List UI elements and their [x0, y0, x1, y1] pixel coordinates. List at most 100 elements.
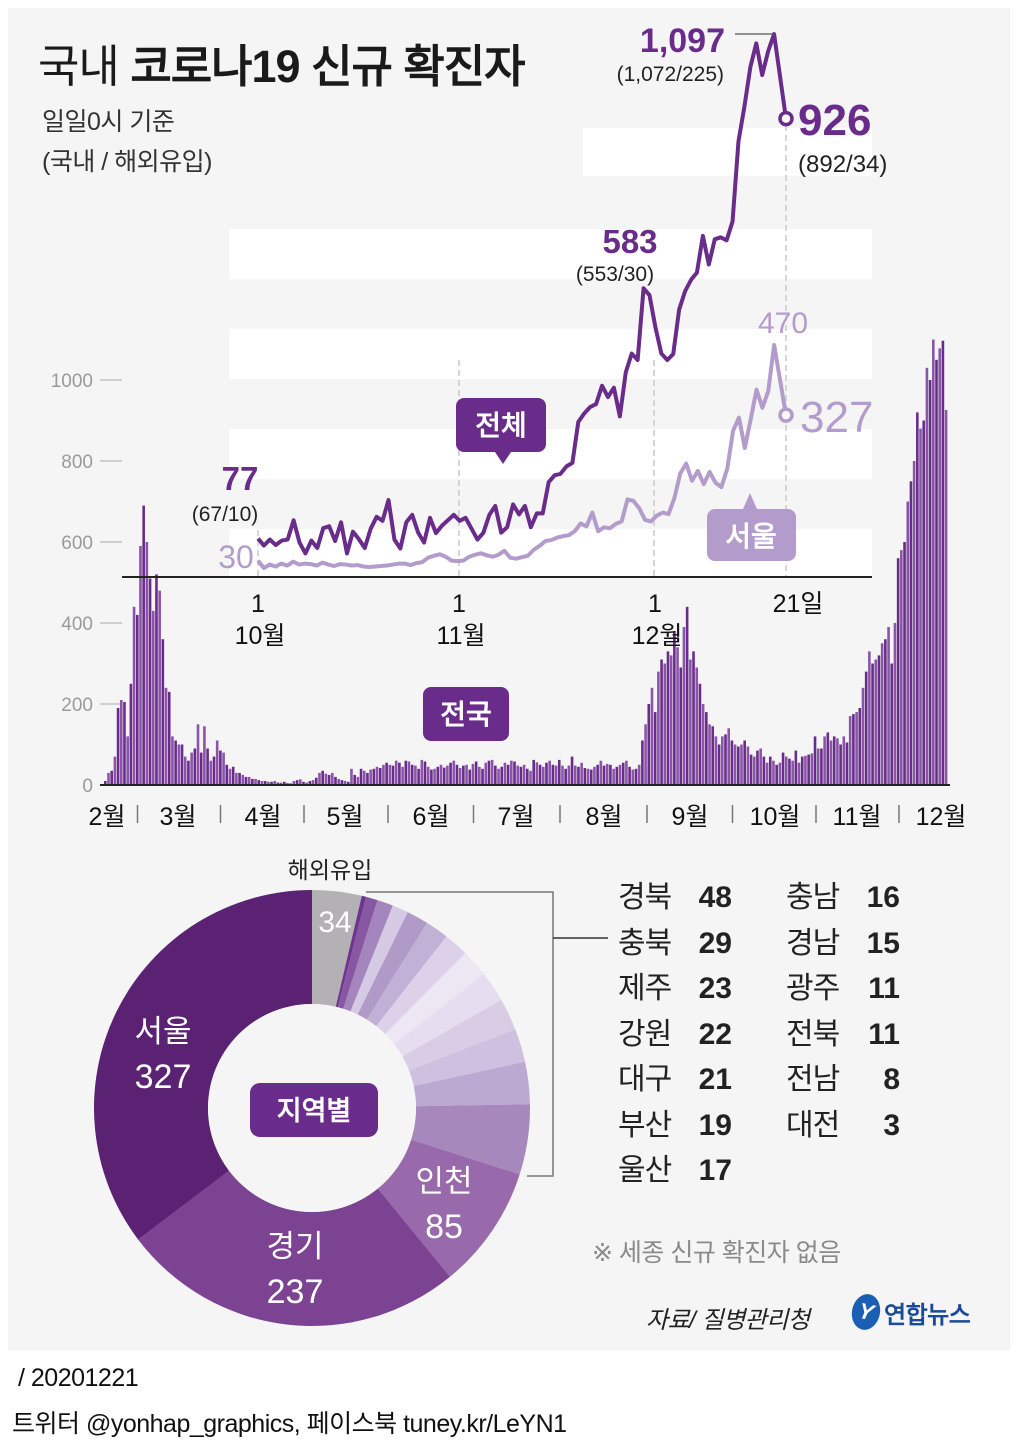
- y-tick-label: 200: [61, 695, 93, 716]
- bar: [778, 762, 782, 785]
- bar: [554, 765, 558, 785]
- region-value: 16: [866, 881, 900, 914]
- region-value: 48: [698, 881, 732, 914]
- bar: [647, 704, 651, 785]
- bar: [660, 659, 663, 785]
- seoul-slice-value: 327: [135, 1058, 192, 1096]
- bar: [538, 764, 542, 786]
- bar: [228, 768, 232, 785]
- bar: [378, 768, 382, 785]
- bar: [890, 663, 894, 785]
- bar: [407, 761, 411, 785]
- bar: [174, 740, 177, 785]
- y-tick-label: 400: [61, 614, 93, 635]
- bar: [864, 671, 868, 785]
- bar: [800, 756, 804, 785]
- region-name: 전북: [786, 1017, 840, 1051]
- bar: [212, 756, 216, 785]
- bar: [196, 724, 200, 786]
- bar: [110, 770, 113, 785]
- bar: [254, 778, 257, 785]
- bar: [644, 724, 647, 786]
- total-end-marker: [778, 110, 794, 127]
- donut-slice: [402, 999, 516, 1071]
- region-legend-item: 부산 19: [618, 1100, 732, 1142]
- title-bold: 코로나19 신규 확진자: [130, 41, 525, 92]
- bar: [513, 761, 516, 785]
- bar: [631, 769, 635, 785]
- region-name: 광주: [786, 972, 840, 1005]
- donut-slice: [357, 912, 428, 1020]
- bar: [938, 348, 942, 785]
- bar: [826, 732, 830, 785]
- bar: [676, 647, 679, 785]
- bar: [730, 740, 734, 785]
- bar: [813, 736, 817, 785]
- month-label: 5월: [327, 803, 364, 831]
- bar: [420, 759, 424, 785]
- bar: [490, 759, 494, 785]
- incheon-slice-label: 인천: [415, 1164, 472, 1199]
- bar: [273, 781, 277, 785]
- bar: [561, 765, 564, 785]
- bar: [330, 772, 334, 785]
- bar: [666, 651, 670, 785]
- bar: [263, 781, 267, 785]
- region-value: 21: [698, 1063, 732, 1096]
- bar: [925, 367, 929, 785]
- bar: [388, 764, 392, 786]
- bar: [551, 764, 555, 786]
- bar: [669, 655, 673, 785]
- region-legend-item: 울산 17: [618, 1145, 732, 1187]
- bar: [641, 740, 644, 785]
- bar: [621, 762, 625, 785]
- bar: [251, 778, 254, 785]
- line-inset-background: [229, 128, 872, 577]
- region-value: 22: [698, 1017, 732, 1051]
- total-line: [256, 32, 788, 556]
- bar: [135, 614, 139, 785]
- bar: [698, 683, 702, 786]
- bar: [231, 766, 235, 785]
- sejong-note: ※ 세종 신규 확진자 없음: [592, 1239, 841, 1267]
- bar: [919, 428, 922, 785]
- bar: [382, 764, 385, 786]
- bar: [784, 756, 788, 785]
- inset-x-month: 12월: [632, 622, 683, 650]
- bar: [625, 760, 628, 785]
- bar: [932, 339, 935, 785]
- yonhap-logo-icon: Y: [848, 1291, 884, 1333]
- bar: [791, 760, 794, 785]
- bar: [845, 742, 849, 785]
- bar: [260, 781, 264, 785]
- bar: [171, 736, 174, 785]
- bar: [123, 702, 126, 785]
- region-legend-item: 경남 15: [786, 918, 900, 960]
- bar: [653, 712, 657, 785]
- seoul-tag: 서울: [707, 493, 796, 561]
- month-label: 6월: [413, 803, 450, 831]
- bar: [589, 769, 593, 785]
- donut-center-label: 지역별: [277, 1096, 352, 1126]
- bar: [752, 756, 756, 785]
- bar: [474, 761, 478, 785]
- bar: [906, 501, 910, 785]
- seoul-tag-pointer: [743, 493, 757, 509]
- bar: [119, 700, 123, 785]
- bar: [151, 610, 155, 785]
- bar: [877, 655, 881, 785]
- bar: [442, 767, 446, 785]
- bar: [602, 765, 606, 785]
- bar: [107, 772, 110, 785]
- annot-total-max: 1,097: [640, 22, 725, 60]
- y-tick-label: 0: [82, 776, 93, 797]
- bar: [497, 768, 500, 785]
- bar: [503, 762, 507, 785]
- bar: [235, 772, 238, 785]
- bar: [756, 750, 759, 785]
- inset-x-day: 1: [648, 590, 662, 618]
- bar: [935, 359, 938, 786]
- overseas-label: 해외유입: [288, 857, 373, 883]
- y-tick-label: 800: [61, 452, 93, 473]
